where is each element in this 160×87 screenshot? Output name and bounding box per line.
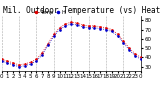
Text: Mil. Outdoor Temperature (vs) Heat Index (Last 24 Hours): Mil. Outdoor Temperature (vs) Heat Index… [3, 6, 160, 15]
Legend: Temp, Hi: Temp, Hi [32, 8, 69, 17]
